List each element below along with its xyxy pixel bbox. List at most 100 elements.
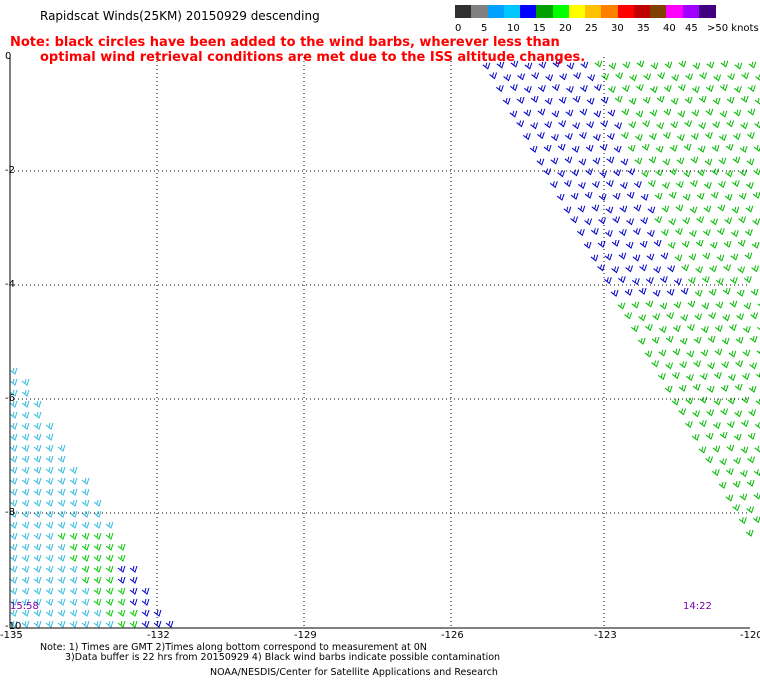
wind-barb — [719, 110, 728, 118]
wind-barb — [570, 192, 579, 200]
wind-barb — [694, 313, 703, 321]
wind-barb — [21, 499, 30, 507]
wind-barb — [754, 121, 760, 129]
wind-barb — [641, 170, 650, 178]
wind-barb — [678, 408, 687, 416]
wind-barb — [45, 422, 54, 430]
wind-barb — [705, 432, 714, 440]
wind-barb — [677, 134, 685, 142]
wind-barb — [726, 468, 734, 476]
wind-barb — [618, 252, 627, 260]
wind-barb — [21, 378, 30, 386]
wind-barb — [619, 229, 627, 237]
left-swath-wind-barbs — [9, 367, 174, 628]
wind-barb — [21, 466, 30, 474]
wind-barb — [732, 156, 741, 164]
wind-barb — [9, 378, 18, 386]
wind-barb — [740, 470, 748, 478]
wind-barb — [597, 264, 606, 272]
wind-barb — [578, 158, 587, 166]
wind-barb — [69, 466, 78, 474]
wind-barb — [692, 383, 701, 391]
wind-barb — [739, 517, 747, 525]
wind-barb — [9, 576, 18, 584]
wind-barb — [715, 301, 724, 309]
wind-barb — [33, 532, 42, 540]
wind-barb — [57, 620, 66, 628]
latitude-label: -2 — [5, 165, 15, 176]
wind-barb — [664, 61, 673, 69]
wind-barb — [57, 466, 66, 474]
wind-barb — [657, 72, 666, 80]
wind-barb — [728, 350, 737, 358]
wind-barb — [719, 458, 728, 466]
wind-barb — [129, 565, 138, 573]
wind-barb — [715, 325, 723, 333]
wind-barb — [746, 158, 755, 166]
wind-barb — [747, 108, 756, 116]
wind-barb — [571, 169, 580, 177]
wind-barb — [749, 362, 758, 370]
wind-barb — [652, 313, 661, 321]
wind-barb — [689, 206, 698, 214]
wind-barb — [81, 587, 90, 595]
wind-barb — [744, 252, 753, 260]
wind-barb — [69, 598, 78, 606]
wind-barb — [712, 469, 720, 477]
wind-barb — [653, 239, 662, 247]
wind-barb — [646, 253, 655, 261]
wind-barb — [666, 312, 675, 320]
wind-barb — [81, 532, 90, 540]
wind-barb — [640, 193, 649, 201]
wind-barb — [45, 444, 54, 452]
wind-barb — [45, 609, 54, 617]
wind-barb — [682, 193, 691, 201]
wind-barb — [105, 532, 114, 540]
wind-barb — [714, 348, 723, 356]
wind-barb — [726, 96, 735, 104]
wind-barb — [45, 543, 54, 551]
wind-barb — [753, 492, 760, 500]
wind-barb — [663, 108, 672, 116]
wind-barb — [81, 620, 90, 628]
wind-barb — [698, 95, 707, 103]
longitude-label: -129 — [294, 630, 317, 641]
latitude-label: -4 — [5, 279, 15, 290]
wind-barb — [748, 85, 756, 93]
wind-barb — [592, 157, 601, 165]
wind-barb — [45, 499, 54, 507]
legend-swatch — [601, 5, 618, 18]
wind-barb — [650, 62, 659, 70]
wind-barb — [676, 181, 684, 189]
wind-barb — [726, 444, 735, 452]
wind-barb — [93, 521, 102, 529]
wind-barb — [129, 576, 138, 584]
wind-barb — [718, 481, 727, 489]
wind-barb — [93, 598, 102, 606]
wind-barb — [655, 145, 664, 153]
wind-barb — [33, 422, 42, 430]
wind-barb — [558, 120, 567, 128]
legend-swatch — [552, 5, 570, 18]
wind-barb — [117, 609, 126, 617]
wind-barb — [703, 229, 711, 237]
wind-barb — [741, 420, 749, 428]
wind-barb — [697, 145, 706, 153]
wind-barb — [661, 205, 670, 213]
wind-barb — [33, 609, 42, 617]
wind-barb — [734, 62, 743, 70]
wind-barb — [757, 326, 760, 331]
wind-barb — [57, 554, 66, 562]
wind-barb — [117, 598, 126, 606]
wind-barb — [697, 169, 706, 177]
legend-swatch — [487, 5, 505, 18]
wind-barb — [572, 95, 581, 103]
legend-swatch — [633, 5, 651, 18]
wind-barb — [583, 241, 592, 249]
wind-barb — [672, 372, 680, 380]
wind-barb — [625, 241, 634, 249]
wind-barb — [637, 337, 646, 345]
wind-barb — [703, 205, 712, 213]
wind-barb — [751, 241, 760, 249]
footer-credit: NOAA/NESDIS/Center for Satellite Applica… — [210, 667, 498, 678]
